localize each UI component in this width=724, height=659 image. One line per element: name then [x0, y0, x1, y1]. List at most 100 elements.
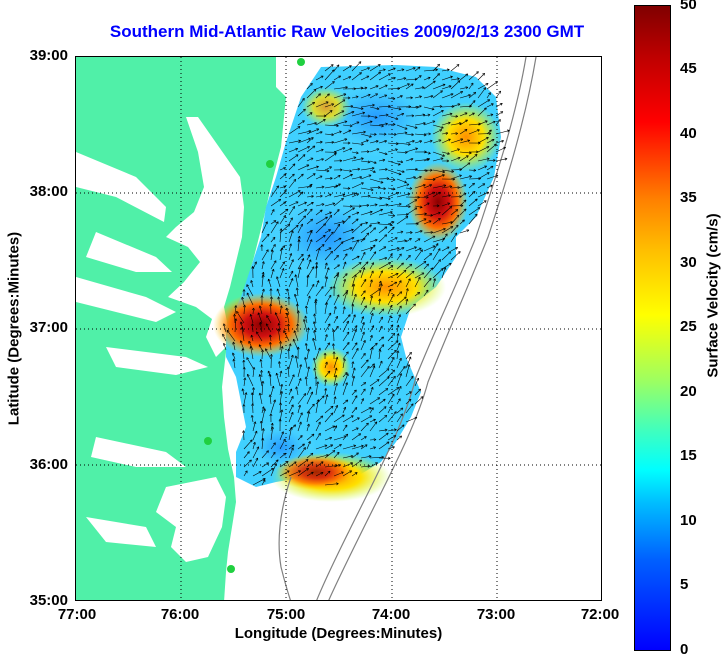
- velocity-arrow: [423, 289, 429, 297]
- velocity-arrow-head: [466, 229, 470, 233]
- velocity-arrow-head: [472, 112, 475, 116]
- velocity-arrow: [477, 87, 487, 99]
- velocity-arrow: [324, 286, 333, 297]
- velocity-arrow-head: [292, 163, 296, 167]
- velocity-arrow: [306, 173, 316, 180]
- velocity-arrow: [288, 323, 290, 333]
- velocity-arrow-head: [345, 373, 349, 376]
- velocity-arrow: [387, 446, 395, 450]
- velocity-arrow-head: [328, 294, 332, 298]
- velocity-arrow: [324, 334, 328, 342]
- velocity-arrow: [351, 96, 359, 99]
- velocity-arrow: [360, 224, 372, 234]
- velocity-arrow-head: [407, 192, 411, 196]
- velocity-arrow: [342, 314, 351, 324]
- velocity-arrow-head: [281, 268, 285, 271]
- velocity-arrow-head: [398, 385, 402, 389]
- velocity-arrow: [351, 168, 360, 171]
- velocity-arrow: [387, 349, 397, 360]
- velocity-arrow: [432, 151, 445, 157]
- velocity-arrow-head: [486, 191, 489, 195]
- velocity-arrow: [378, 234, 387, 243]
- velocity-arrow: [306, 461, 314, 468]
- velocity-arrow: [297, 146, 310, 153]
- velocity-arrow-head: [242, 430, 246, 433]
- velocity-arrow-head: [252, 367, 256, 370]
- velocity-arrow: [450, 122, 462, 126]
- velocity-arrow: [369, 462, 378, 468]
- velocity-arrow: [279, 341, 281, 351]
- velocity-arrow: [333, 209, 340, 216]
- velocity-arrow-head: [316, 381, 320, 385]
- velocity-arrow-head: [269, 288, 273, 291]
- velocity-arrow-head: [419, 140, 423, 143]
- velocity-arrow-head: [346, 342, 350, 345]
- velocity-arrow-head: [486, 172, 490, 175]
- velocity-arrow-head: [310, 471, 314, 475]
- velocity-arrow: [222, 333, 227, 342]
- velocity-arrow-head: [347, 215, 351, 219]
- velocity-arrow-head: [240, 321, 243, 325]
- velocity-arrow: [432, 248, 441, 261]
- velocity-arrow: [378, 349, 381, 360]
- velocity-arrow: [333, 414, 345, 423]
- velocity-arrow-head: [416, 377, 420, 381]
- velocity-arrow-head: [295, 303, 299, 307]
- velocity-arrow: [378, 316, 383, 324]
- velocity-arrow-head: [391, 226, 395, 230]
- velocity-arrow-head: [438, 139, 442, 143]
- velocity-arrow: [315, 223, 326, 234]
- velocity-arrow-head: [409, 351, 412, 355]
- velocity-arrow-head: [362, 353, 366, 356]
- velocity-arrow-head: [457, 80, 461, 83]
- velocity-arrow: [295, 355, 299, 369]
- velocity-arrow: [306, 88, 317, 99]
- velocity-arrow-head: [321, 203, 325, 207]
- velocity-arrow-head: [398, 172, 402, 176]
- velocity-arrow: [477, 183, 486, 189]
- velocity-arrow: [226, 330, 236, 342]
- velocity-arrow-head: [403, 77, 407, 81]
- velocity-arrow: [432, 191, 441, 198]
- velocity-arrow: [477, 137, 489, 144]
- velocity-arrow: [306, 403, 315, 414]
- velocity-arrow: [387, 169, 402, 175]
- velocity-arrow-head: [312, 145, 316, 149]
- velocity-arrow-head: [271, 467, 274, 471]
- velocity-arrow: [396, 324, 399, 333]
- velocity-arrow-head: [308, 386, 312, 390]
- velocity-arrow-head: [232, 341, 236, 345]
- velocity-arrow: [414, 218, 427, 225]
- velocity-arrow: [306, 202, 314, 207]
- velocity-arrow-head: [353, 192, 357, 196]
- velocity-arrow: [387, 429, 397, 432]
- velocity-arrow: [333, 329, 335, 342]
- velocity-arrow: [459, 175, 472, 180]
- velocity-arrow: [306, 218, 313, 225]
- velocity-arrow-head: [378, 349, 382, 352]
- velocity-arrow-head: [351, 303, 355, 307]
- velocity-arrow: [315, 101, 329, 108]
- velocity-arrow-head: [488, 92, 491, 96]
- velocity-arrow: [450, 232, 458, 243]
- velocity-arrow-head: [250, 280, 254, 283]
- velocity-arrow: [468, 207, 481, 216]
- velocity-arrow: [369, 239, 378, 243]
- velocity-arrow: [360, 366, 370, 378]
- velocity-arrow: [288, 173, 295, 180]
- velocity-arrow-head: [302, 120, 305, 123]
- velocity-arrow-head: [273, 442, 276, 446]
- velocity-arrow-head: [321, 185, 325, 189]
- velocity-arrow-head: [304, 357, 307, 360]
- velocity-arrow-head: [385, 122, 388, 126]
- velocity-arrow-head: [385, 113, 389, 117]
- velocity-arrow-head: [382, 398, 386, 402]
- velocity-arrow-head: [324, 334, 328, 337]
- map-plot-area[interactable]: [75, 56, 602, 601]
- velocity-arrow: [342, 65, 352, 72]
- velocity-arrow: [360, 398, 364, 405]
- velocity-arrow-head: [401, 247, 405, 250]
- velocity-arrow-head: [356, 211, 360, 215]
- velocity-arrow-head: [457, 103, 461, 107]
- velocity-arrow: [486, 121, 496, 126]
